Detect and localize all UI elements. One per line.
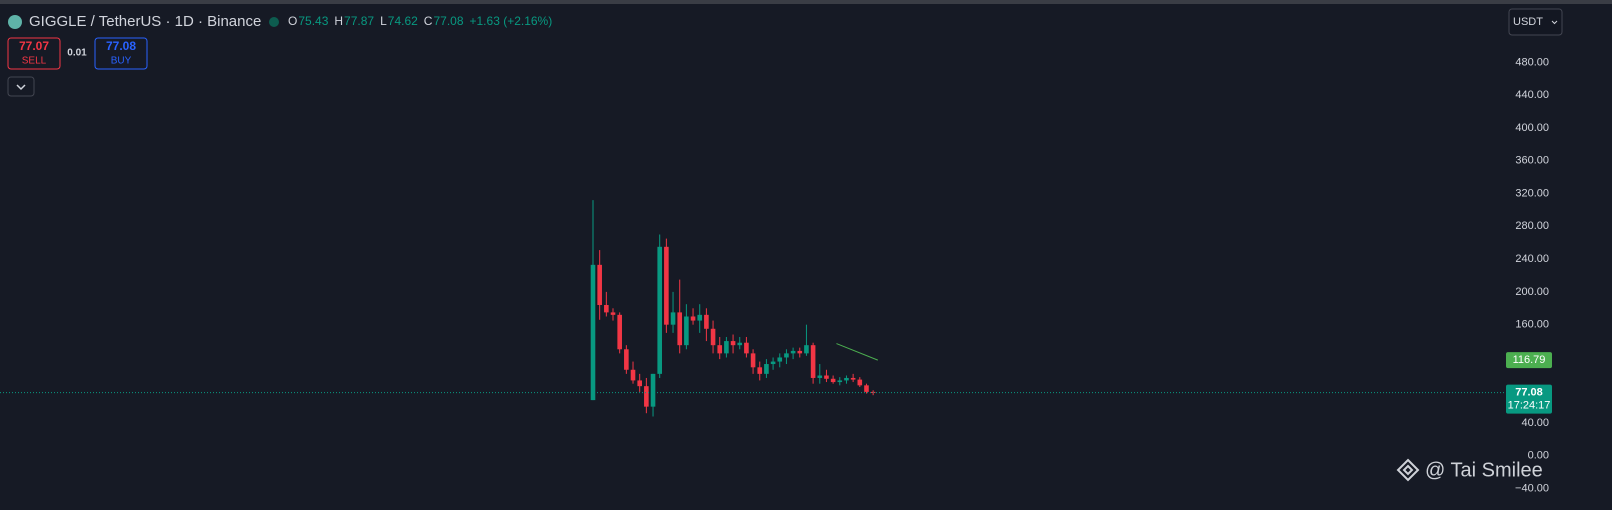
- candle-body: [804, 345, 809, 354]
- y-tick-label: 280.00: [1515, 220, 1549, 232]
- ohlc-key: L: [380, 14, 387, 28]
- trend-line: [836, 343, 878, 361]
- symbol-icon: [8, 15, 22, 29]
- candle-body: [730, 341, 736, 346]
- candle-body: [617, 314, 622, 350]
- candle-body: [724, 341, 729, 354]
- buy-label: BUY: [111, 56, 132, 67]
- candle-body: [764, 364, 769, 374]
- y-tick-label: 160.00: [1515, 319, 1549, 331]
- candle-body: [757, 367, 763, 374]
- candle-body: [637, 380, 642, 387]
- buy-price: 77.08: [106, 39, 136, 53]
- candle-body: [644, 386, 649, 407]
- y-tick-label: 400.00: [1515, 122, 1549, 134]
- change: +1.63 (+2.16%): [470, 14, 553, 28]
- sell-button[interactable]: [7, 37, 61, 70]
- ohlc-value: 77.87: [344, 14, 374, 28]
- ohlc-value: 74.62: [388, 14, 418, 28]
- candle-body: [684, 316, 689, 346]
- trend-price-tag: [1506, 352, 1552, 369]
- watermark: @ Tai Smilee: [1425, 459, 1543, 481]
- candle-body: [830, 378, 836, 383]
- candle-body: [630, 369, 636, 381]
- y-tick-label: 240.00: [1515, 253, 1549, 265]
- candle-body: [690, 316, 696, 321]
- ohlc-key: C: [424, 14, 433, 28]
- y-tick-label: −40.00: [1515, 483, 1549, 495]
- candle-body: [604, 305, 609, 313]
- candle-body: [590, 264, 596, 401]
- status-dot: [269, 17, 279, 27]
- candle-body: [610, 312, 616, 315]
- candle-body: [824, 375, 829, 379]
- y-tick-label: 200.00: [1515, 286, 1549, 298]
- candle-body: [770, 361, 776, 365]
- top-border: [0, 0, 1612, 4]
- candle-body: [817, 375, 823, 378]
- candle-body: [777, 357, 783, 362]
- sell-label: SELL: [22, 56, 47, 67]
- trend-price: 116.79: [1513, 354, 1546, 366]
- symbol: GIGGLE / TetherUS · 1D · Binance: [29, 13, 261, 30]
- candle-body: [650, 373, 656, 407]
- candle-body: [784, 353, 789, 358]
- buy-button[interactable]: [94, 37, 148, 70]
- currency: USDT: [1513, 16, 1543, 28]
- y-tick-label: 0.00: [1528, 450, 1549, 462]
- y-tick-label: 320.00: [1515, 187, 1549, 199]
- candle-body: [624, 349, 629, 370]
- candle-body: [677, 312, 683, 346]
- candle-body: [670, 312, 676, 325]
- candle-body: [664, 246, 669, 325]
- candle-body: [704, 314, 709, 329]
- candle-body: [790, 350, 796, 354]
- countdown: 17:24:17: [1508, 400, 1551, 412]
- candle-body: [864, 385, 869, 392]
- ohlc-key: O: [288, 14, 297, 28]
- candle-body: [710, 328, 716, 346]
- collapse-button[interactable]: [7, 76, 35, 97]
- candle-body: [697, 314, 703, 321]
- candle-body: [837, 380, 843, 383]
- candle-body: [750, 353, 756, 368]
- y-tick-label: 440.00: [1515, 89, 1549, 101]
- candle-body: [810, 345, 816, 378]
- candle-body: [744, 342, 749, 354]
- ohlc-value: 77.08: [433, 14, 463, 28]
- candle-body: [717, 345, 723, 354]
- y-tick-label: 360.00: [1515, 155, 1549, 167]
- candle-body: [850, 377, 856, 380]
- chevron-icon: [1551, 20, 1558, 25]
- last-price-tag: [1506, 384, 1552, 414]
- candle-body: [844, 377, 849, 381]
- y-tick-label: 480.00: [1515, 56, 1549, 68]
- ohlc-key: H: [334, 14, 343, 28]
- sell-price: 77.07: [19, 39, 49, 53]
- candle-body: [657, 246, 662, 374]
- ohlc: O 75.43 H 77.87 L 74.62 C 77.08 +1.63 (+2.16%): [288, 14, 552, 28]
- candle-body: [857, 379, 863, 386]
- candle-body: [797, 350, 803, 354]
- currency-selector[interactable]: [1508, 8, 1563, 36]
- y-tick-label: 40.00: [1521, 417, 1549, 429]
- watermark-icon: [1396, 458, 1420, 482]
- last-price: 77.08: [1515, 387, 1543, 399]
- candle-body: [597, 264, 602, 306]
- ohlc-value: 75.43: [298, 14, 328, 28]
- spread: 0.01: [67, 48, 87, 59]
- candle-body: [737, 342, 743, 346]
- chevron-icon: [16, 84, 26, 91]
